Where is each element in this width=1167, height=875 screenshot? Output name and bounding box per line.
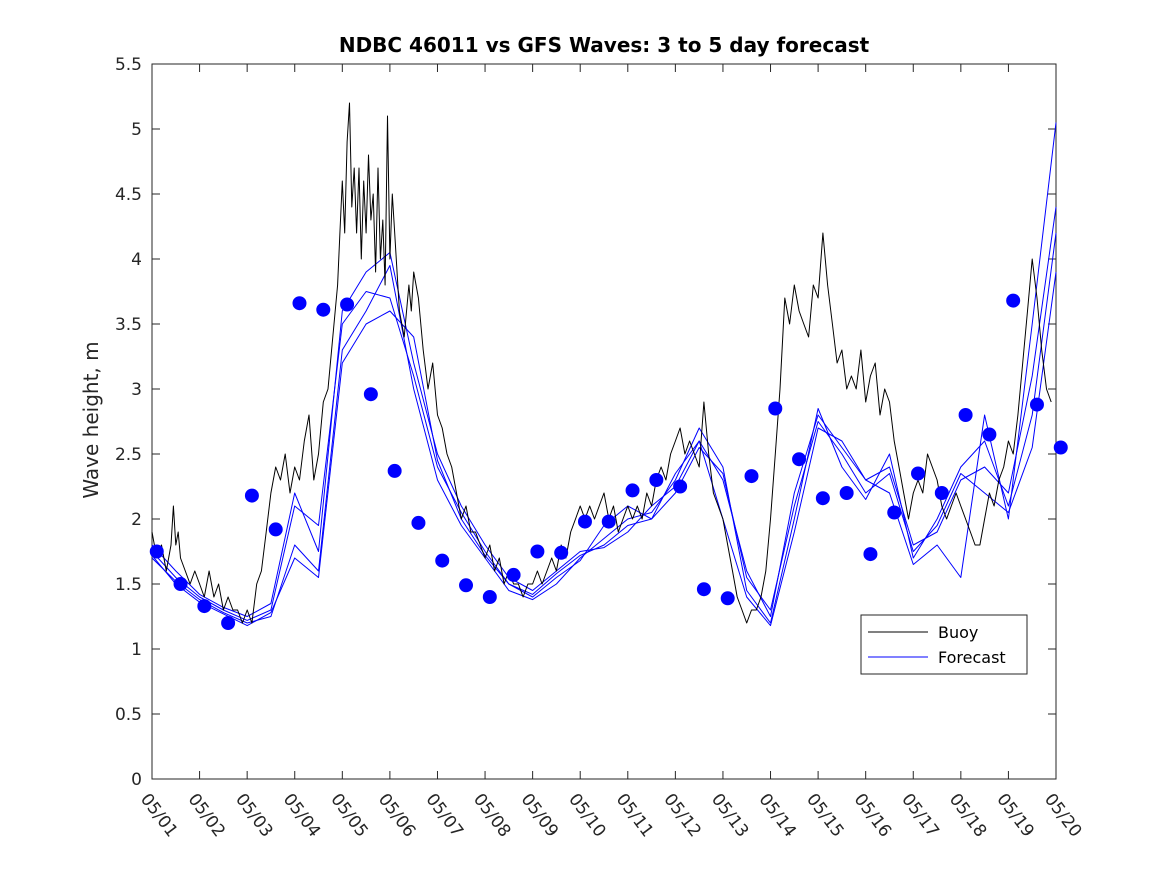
forecast-marker (268, 522, 283, 537)
forecast-marker (673, 479, 688, 494)
y-axis-label: Wave height, m (79, 341, 103, 498)
forecast-marker (221, 616, 236, 630)
forecast-marker (173, 577, 188, 591)
legend-forecast-label: Forecast (938, 648, 1006, 667)
forecast-marker (506, 567, 521, 582)
forecast-marker (982, 427, 997, 442)
forecast-marker (839, 486, 854, 500)
y-tick-label: 1 (131, 640, 142, 660)
forecast-marker (459, 578, 474, 593)
y-tick-label: 2 (131, 510, 142, 530)
forecast-marker (292, 296, 307, 311)
y-tick-label: 1.5 (115, 575, 142, 595)
y-tick-label: 0.5 (115, 705, 142, 725)
chart-title: NDBC 46011 vs GFS Waves: 3 to 5 day fore… (339, 33, 870, 57)
y-tick-label: 4.5 (115, 185, 142, 205)
forecast-marker (649, 473, 664, 487)
buoy-series-line (151, 102, 1052, 624)
forecast-marker (363, 387, 378, 402)
legend-buoy-label: Buoy (938, 623, 978, 642)
forecast-marker (863, 547, 878, 562)
legend: Buoy Forecast (860, 614, 1028, 675)
forecast-marker (720, 591, 735, 606)
y-tick-label: 0 (131, 770, 142, 790)
plot-area: 00.511.522.533.544.555.505/01 05/02 05/03 0… (115, 55, 1086, 841)
y-tick-label: 2.5 (115, 445, 142, 465)
forecast-marker (1029, 397, 1044, 412)
forecast-marker (696, 582, 711, 597)
forecast-marker (1006, 293, 1021, 308)
forecast-series-line (151, 232, 1057, 624)
y-tick-label: 5.5 (115, 55, 142, 75)
legend-box (860, 614, 1028, 675)
forecast-marker (411, 515, 426, 530)
forecast-marker (792, 452, 807, 467)
forecast-marker (815, 491, 830, 506)
forecast-marker (530, 544, 545, 559)
forecast-marker (887, 505, 902, 520)
forecast-marker (197, 599, 212, 614)
forecast-marker (934, 486, 949, 500)
forecast-marker (911, 466, 926, 481)
y-tick-label: 4 (131, 250, 142, 270)
forecast-marker (316, 302, 331, 317)
y-tick-label: 3 (131, 380, 142, 400)
forecast-marker (387, 463, 402, 478)
forecast-marker (577, 514, 592, 529)
forecast-marker (1053, 440, 1068, 455)
y-tick-label: 5 (131, 120, 142, 140)
forecast-marker (958, 408, 973, 422)
forecast-marker (149, 544, 164, 559)
forecast-marker (554, 545, 569, 560)
forecast-marker (482, 590, 497, 604)
forecast-marker (601, 514, 616, 529)
forecast-series-line (151, 206, 1057, 617)
forecast-marker (244, 488, 259, 503)
forecast-marker (744, 469, 759, 484)
forecast-marker (435, 553, 450, 568)
forecast-marker (340, 297, 355, 312)
forecast-marker (768, 401, 783, 416)
y-tick-label: 3.5 (115, 315, 142, 335)
forecast-marker (625, 483, 640, 498)
